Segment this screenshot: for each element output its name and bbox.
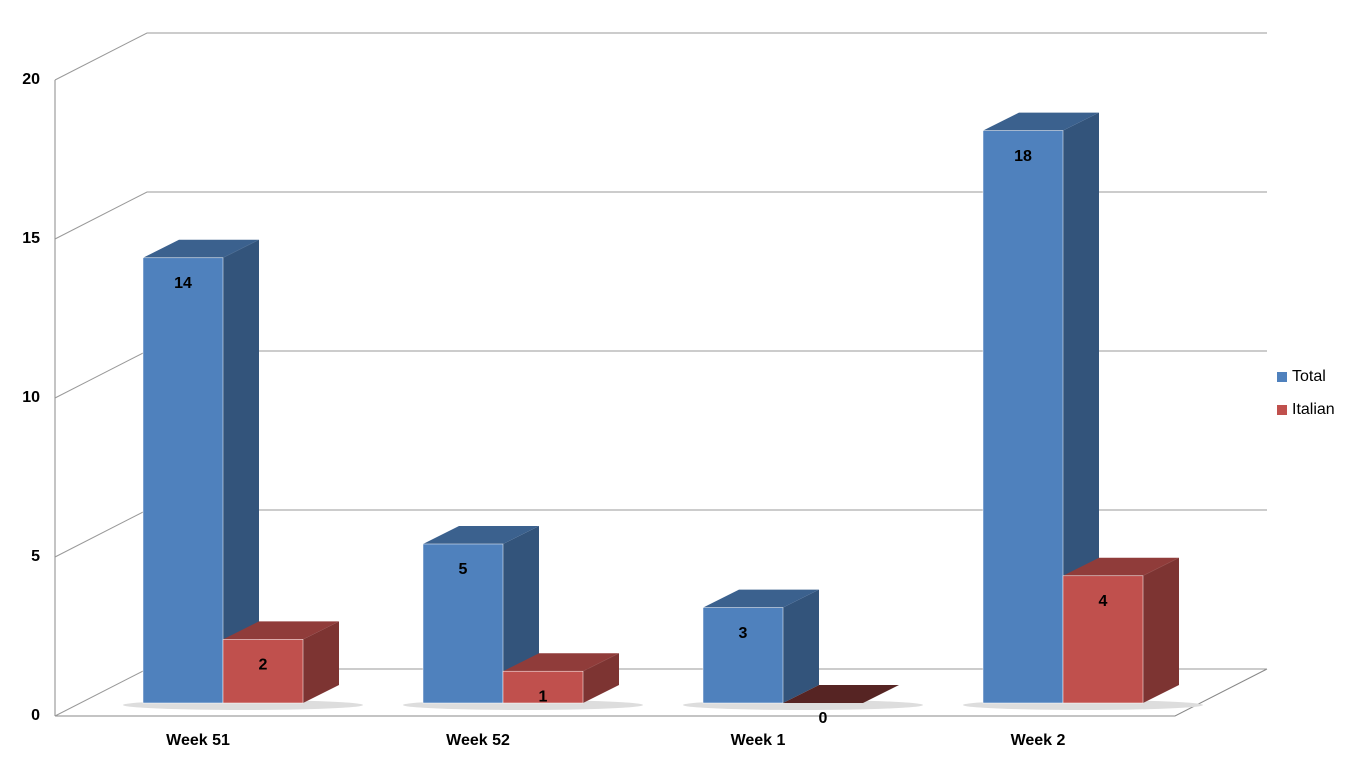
- legend-label: Total: [1292, 368, 1326, 385]
- bar: [702, 589, 819, 704]
- bar-side: [303, 621, 339, 703]
- bar: [783, 685, 899, 703]
- bar-top: [503, 653, 619, 672]
- bar-front: [142, 257, 224, 704]
- bar: [1062, 557, 1179, 704]
- bar-side: [783, 589, 819, 703]
- bar-top: [223, 621, 339, 640]
- bar-side: [1143, 557, 1179, 703]
- y-tick-label: 15: [22, 230, 40, 247]
- y-tick-label: 5: [31, 548, 40, 565]
- bar-top: [143, 239, 259, 258]
- bar: [222, 621, 339, 704]
- bar: [502, 653, 619, 704]
- bar-front: [702, 607, 784, 704]
- value-label: 14: [174, 275, 192, 292]
- bar-front: [422, 543, 504, 704]
- legend-swatch: [1277, 372, 1287, 382]
- bar-front: [502, 670, 584, 704]
- bar-front: [1062, 575, 1144, 704]
- legend-swatch: [1277, 405, 1287, 415]
- bar-top: [1063, 557, 1179, 576]
- value-label: 4: [1099, 593, 1108, 610]
- grid-line: [54, 191, 1267, 240]
- bar-top: [983, 112, 1099, 131]
- x-tick-label: Week 2: [1011, 732, 1066, 749]
- y-tick-label: 10: [22, 389, 40, 406]
- grid-line: [54, 32, 1267, 81]
- bar-side: [583, 653, 619, 703]
- y-tick-label: 20: [22, 71, 40, 88]
- y-tick-label: 0: [31, 707, 40, 724]
- value-label: 0: [819, 710, 828, 727]
- bar-front: [982, 130, 1064, 704]
- x-tick-label: Week 1: [731, 732, 786, 749]
- value-label: 3: [739, 625, 748, 642]
- x-tick-label: Week 51: [166, 732, 230, 749]
- value-label: 5: [459, 561, 468, 578]
- floor-edge: [55, 668, 1268, 717]
- value-label: 1: [539, 688, 548, 705]
- bar-side: [1063, 112, 1099, 704]
- bar-front: [222, 639, 304, 704]
- bar-top: [703, 589, 819, 608]
- bar: [982, 112, 1099, 704]
- bar-side: [223, 239, 259, 704]
- bar: [142, 239, 259, 704]
- bar-top: [423, 526, 539, 544]
- value-label: 18: [1014, 148, 1032, 165]
- bar-top: [783, 685, 899, 703]
- value-label: 2: [259, 657, 268, 674]
- x-tick-label: Week 52: [446, 732, 510, 749]
- legend-label: Italian: [1292, 401, 1335, 418]
